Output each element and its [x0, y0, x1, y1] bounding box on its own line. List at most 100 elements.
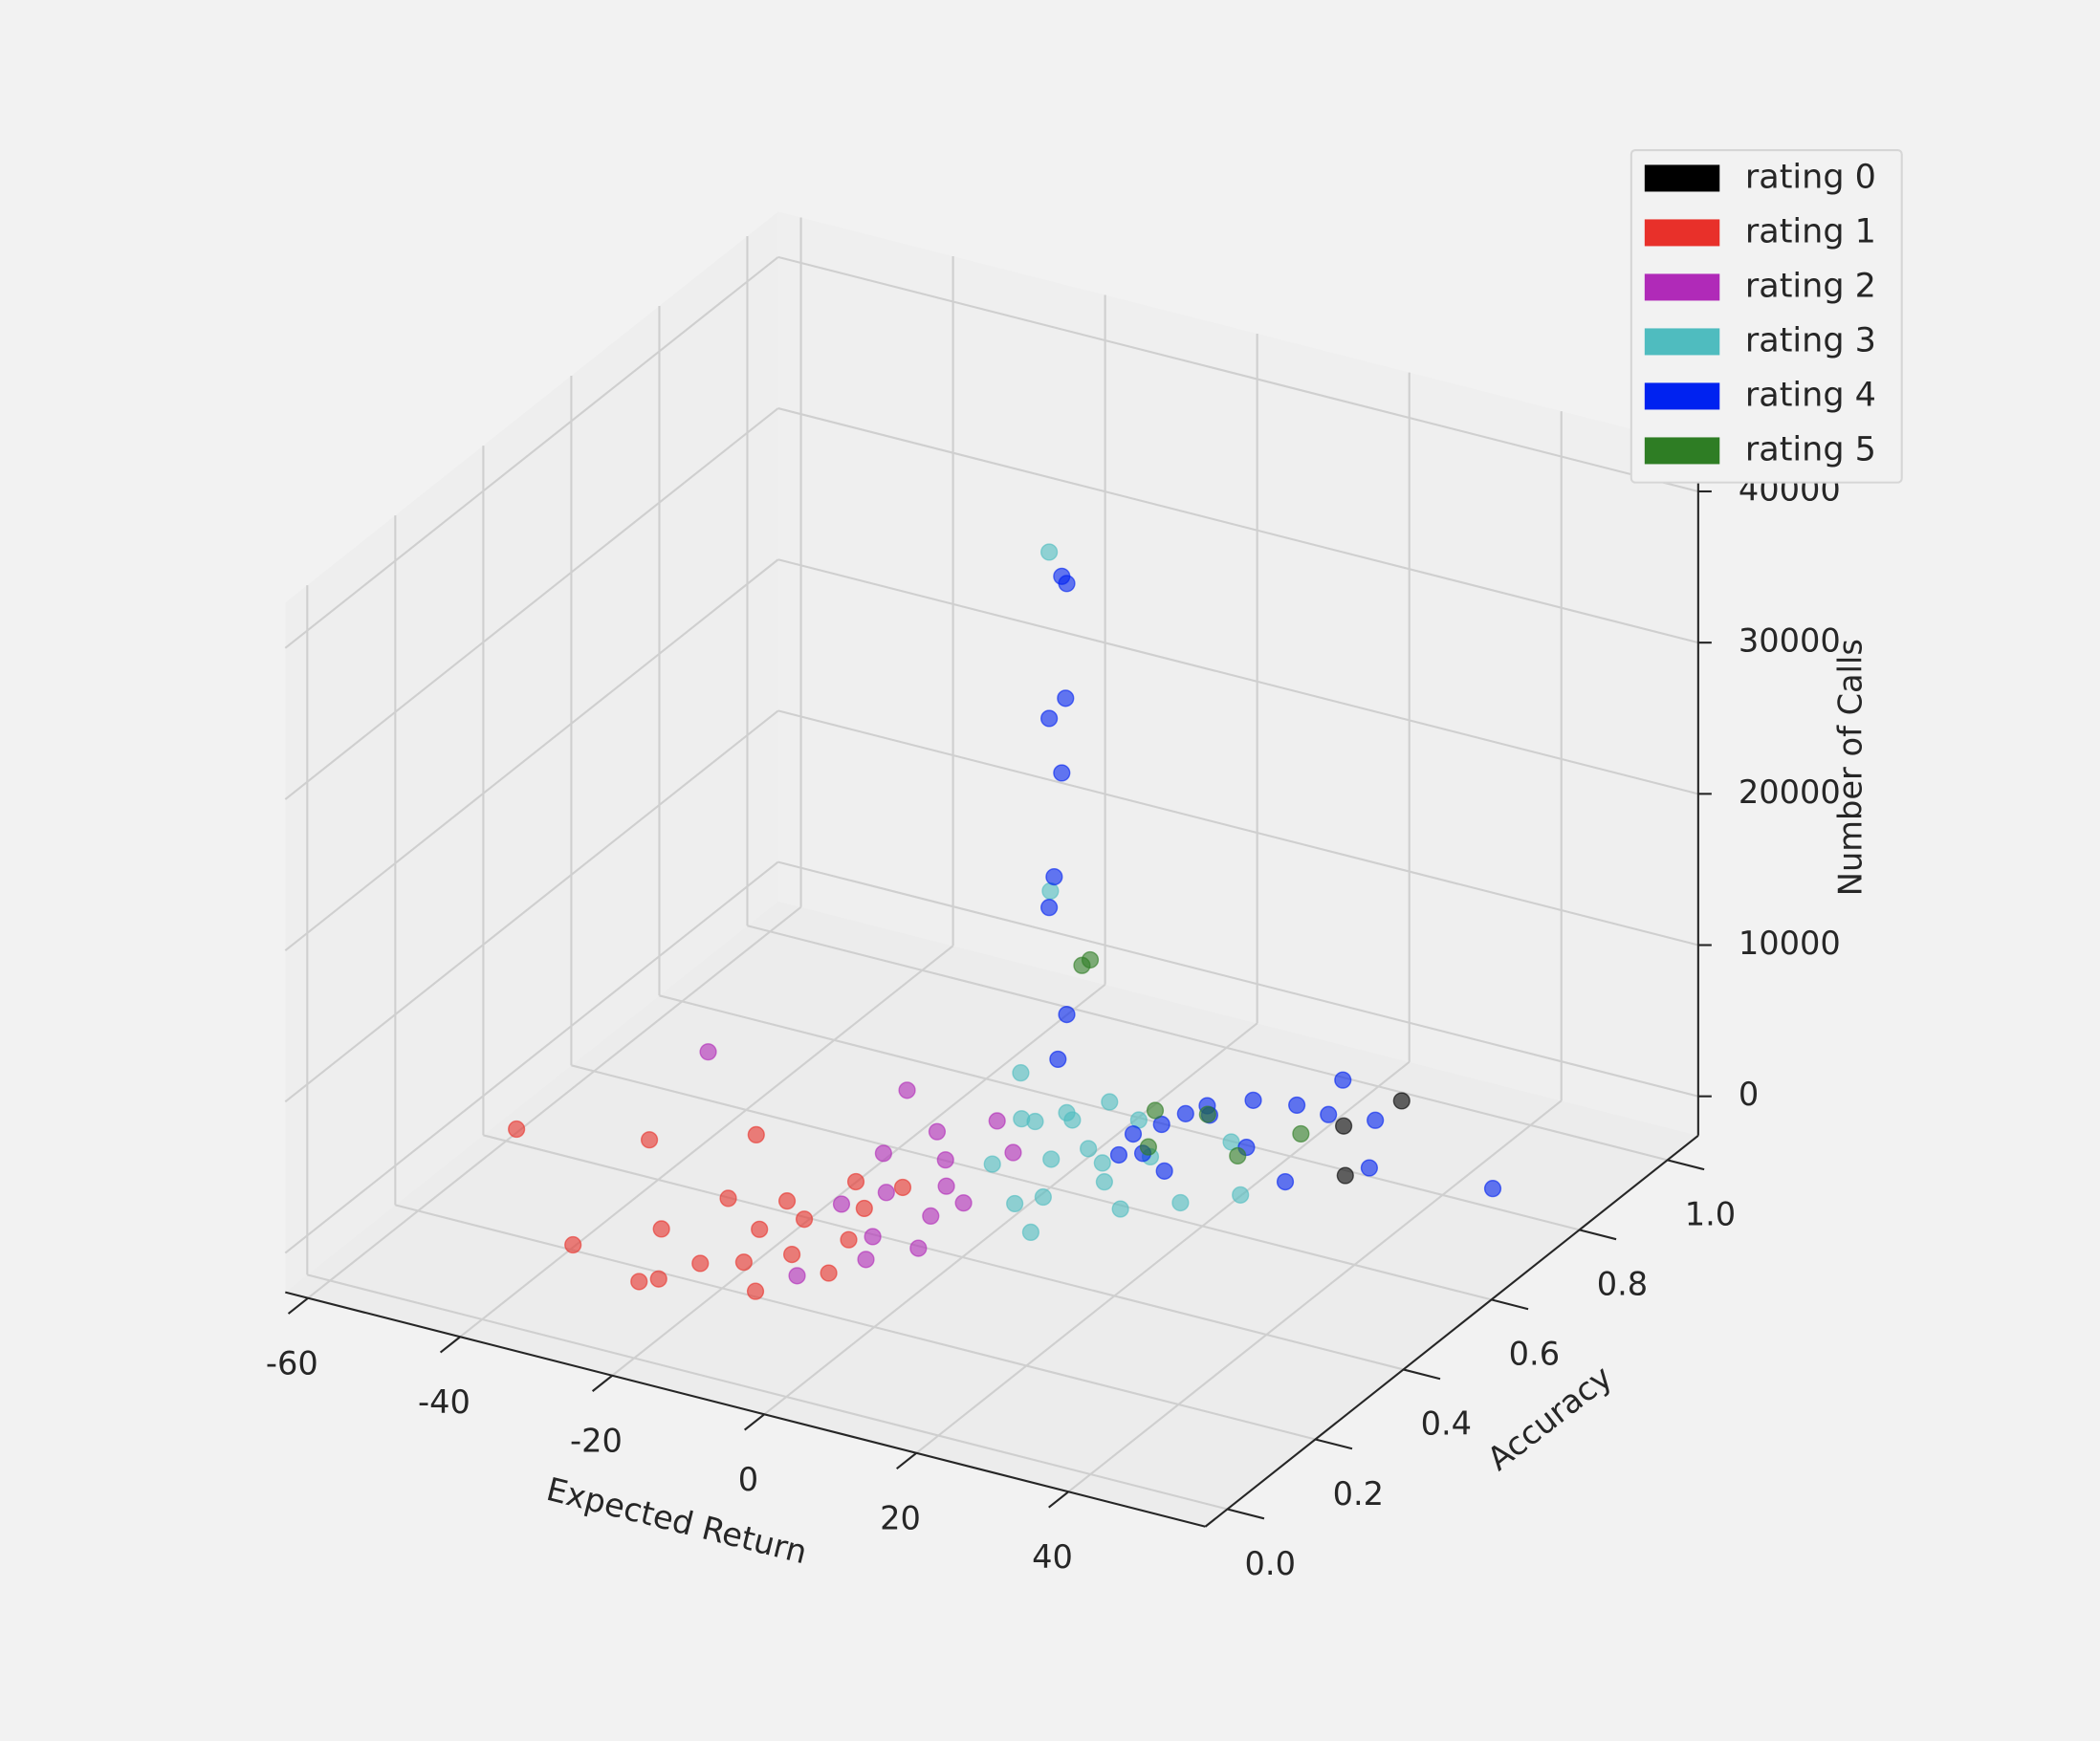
y-tick-label: 0.6	[1509, 1336, 1560, 1373]
data-point	[1392, 1092, 1411, 1110]
y-tick	[1315, 1438, 1353, 1450]
grid	[284, 217, 1699, 1511]
y-axis	[1204, 1134, 1699, 1528]
data-point	[782, 1245, 801, 1264]
data-point	[1171, 1193, 1190, 1212]
data-point	[1058, 1005, 1076, 1024]
legend-swatch	[1644, 164, 1720, 192]
data-point	[1013, 1110, 1031, 1128]
data-point	[1040, 899, 1059, 917]
legend-swatch	[1644, 273, 1720, 301]
x-tick	[591, 1374, 613, 1392]
data-point	[846, 1172, 865, 1191]
grid-line	[284, 407, 779, 800]
data-point	[1334, 1071, 1352, 1089]
grid-line	[483, 1134, 1404, 1371]
grid-line	[307, 1273, 1228, 1511]
data-point	[1146, 1101, 1165, 1120]
grid-line	[915, 1061, 1411, 1454]
data-point	[630, 1273, 648, 1291]
grid-line	[395, 1204, 1316, 1441]
grid-line	[459, 945, 954, 1338]
legend-swatch	[1644, 219, 1720, 247]
data-point	[832, 1195, 851, 1213]
legend: rating 0 rating 1 rating 2 rating 3 rating 4…	[1630, 148, 1903, 484]
grid-line	[284, 256, 779, 649]
y-tick-label: 0.2	[1333, 1475, 1384, 1512]
x-axis	[285, 1291, 1206, 1528]
data-point	[747, 1125, 765, 1144]
data-point	[840, 1230, 858, 1249]
x-tick-label: -60	[266, 1344, 318, 1382]
grid-line	[777, 255, 1699, 493]
data-point	[1053, 764, 1071, 782]
data-point	[1336, 1166, 1354, 1185]
data-point	[1012, 1064, 1030, 1082]
grid-line	[777, 558, 1699, 795]
y-tick	[1579, 1229, 1617, 1241]
y-tick	[1403, 1368, 1441, 1381]
data-point	[699, 1043, 717, 1061]
y-tick-label: 0.8	[1597, 1266, 1648, 1303]
grid-line	[777, 709, 1699, 947]
data-point	[909, 1239, 928, 1257]
x-tick-label: -40	[418, 1383, 470, 1421]
data-point	[1080, 1140, 1098, 1158]
axes: -60 -40 -20 0 20 40 0.0 0.2 0.4 0.6 0.8 1.0 0 10000 20…	[266, 446, 1841, 1582]
data-point	[1058, 1103, 1076, 1121]
legend-label: rating 4	[1745, 376, 1876, 414]
x-tick	[439, 1336, 461, 1354]
grid-line	[284, 558, 779, 952]
data-point	[874, 1144, 892, 1163]
data-point	[922, 1207, 940, 1226]
x-tick	[287, 1296, 309, 1315]
data-point	[983, 1155, 1001, 1173]
x-tick-label: 20	[880, 1499, 921, 1536]
data-point	[928, 1122, 947, 1141]
z-tick-label: 30000	[1739, 622, 1841, 660]
floor-pane	[285, 901, 1698, 1527]
data-point	[937, 1177, 955, 1195]
grid-line	[307, 905, 802, 1299]
data-point	[954, 1194, 973, 1212]
data-point	[1334, 1117, 1353, 1135]
grid-line	[571, 1064, 1492, 1301]
legend-label: rating 3	[1745, 321, 1876, 359]
y-tick-label: 1.0	[1685, 1196, 1736, 1233]
data-point	[1232, 1186, 1250, 1204]
x-tick	[743, 1413, 765, 1431]
legend-label: rating 1	[1745, 212, 1876, 250]
data-point	[877, 1184, 895, 1202]
data-point	[1004, 1143, 1022, 1162]
grid-line	[777, 860, 1699, 1098]
z-axis-label: Number of Calls	[1831, 639, 1869, 896]
data-point	[795, 1210, 814, 1229]
data-point	[1095, 1173, 1113, 1191]
data-point	[1040, 709, 1059, 728]
data-point	[893, 1178, 912, 1197]
data-point	[1367, 1111, 1385, 1129]
data-point	[691, 1254, 710, 1273]
data-point	[1483, 1180, 1502, 1198]
data-point	[649, 1270, 667, 1288]
data-point	[820, 1264, 838, 1282]
grid-line	[284, 709, 779, 1103]
legend-label: rating 0	[1745, 158, 1876, 196]
data-point	[1139, 1138, 1158, 1156]
data-point	[1292, 1124, 1310, 1143]
data-point	[734, 1253, 753, 1272]
legend-swatch	[1644, 437, 1720, 465]
x-tick-label: 0	[738, 1461, 758, 1498]
data-point	[1288, 1096, 1306, 1115]
data-point	[1229, 1146, 1247, 1165]
data-point	[1081, 950, 1100, 969]
data-point	[1006, 1194, 1024, 1213]
data-point	[1034, 1187, 1052, 1207]
data-point	[1109, 1145, 1128, 1164]
data-point	[1176, 1104, 1194, 1122]
panes	[285, 211, 1698, 1527]
data-point	[1111, 1200, 1129, 1218]
data-point	[1045, 868, 1063, 886]
data-point	[1360, 1159, 1379, 1177]
